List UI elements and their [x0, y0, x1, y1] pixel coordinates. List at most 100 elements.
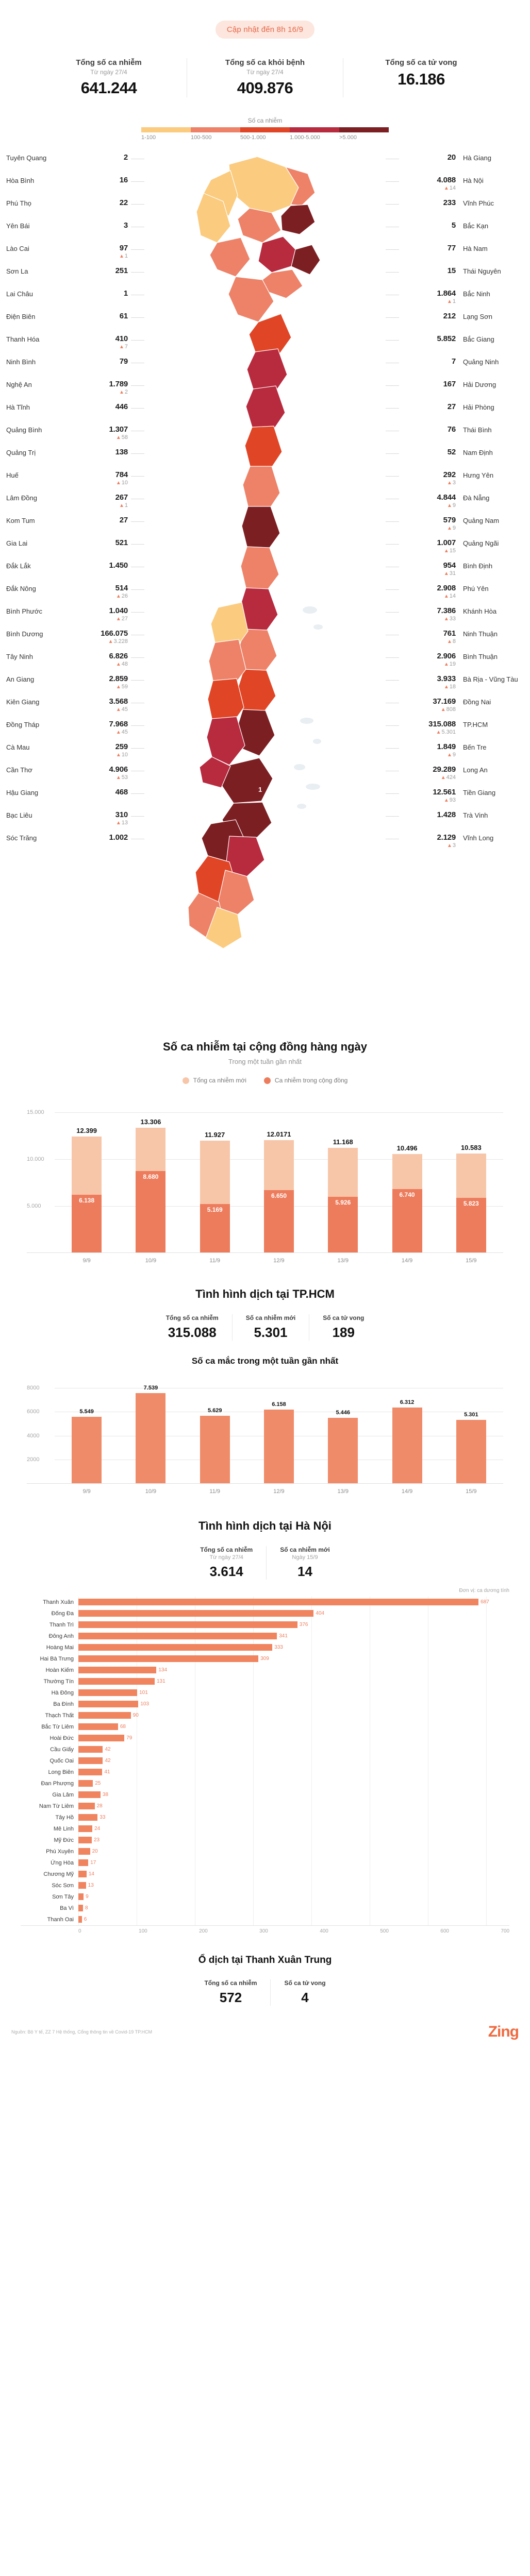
province-row[interactable]: Hòa Bình 16: [6, 176, 144, 198]
province-row[interactable]: Kiên Giang 3.568 ▲45: [6, 697, 144, 720]
district-row[interactable]: Mỹ Đức 23: [21, 1835, 509, 1846]
district-row[interactable]: Ba Vì 8: [21, 1903, 509, 1914]
province-row[interactable]: Quảng Ngãi 1.007 ▲15: [386, 538, 524, 561]
bar-slot[interactable]: 6.158: [263, 1381, 294, 1483]
province-row[interactable]: Hà Tĩnh 446: [6, 402, 144, 425]
province-row[interactable]: Bắc Ninh 1.864 ▲1: [386, 289, 524, 312]
province-row[interactable]: An Giang 2.859 ▲59: [6, 674, 144, 697]
province-row[interactable]: Đắk Lắk 1.450: [6, 561, 144, 584]
province-row[interactable]: Phú Yên 2.908 ▲14: [386, 584, 524, 606]
district-row[interactable]: Ba Đình 103: [21, 1699, 509, 1710]
province-row[interactable]: Đồng Tháp 7.968 ▲45: [6, 720, 144, 742]
district-row[interactable]: Đông Anh 341: [21, 1631, 509, 1642]
province-row[interactable]: Bạc Liêu 310 ▲13: [6, 810, 144, 833]
province-row[interactable]: Lạng Sơn 212: [386, 312, 524, 334]
bar-slot[interactable]: 5.446: [328, 1381, 358, 1483]
province-row[interactable]: Kom Tum 27: [6, 516, 144, 538]
province-row[interactable]: Hải Phòng 27: [386, 402, 524, 425]
district-row[interactable]: Hoài Đức 79: [21, 1733, 509, 1744]
district-row[interactable]: Cầu Giấy 42: [21, 1744, 509, 1755]
bar-slot[interactable]: 7.539: [136, 1381, 166, 1483]
province-row[interactable]: Lai Châu 1: [6, 289, 144, 312]
district-row[interactable]: Phú Xuyên 20: [21, 1846, 509, 1857]
district-row[interactable]: Thanh Trì 376: [21, 1619, 509, 1631]
province-row[interactable]: Hà Nội 4.088 ▲14: [386, 176, 524, 198]
province-row[interactable]: Điện Biên 61: [6, 312, 144, 334]
province-row[interactable]: Long An 29.289 ▲424: [386, 765, 524, 788]
province-row[interactable]: Gia Lai 521: [6, 538, 144, 561]
district-row[interactable]: Nam Từ Liêm 28: [21, 1801, 509, 1812]
bar-slot[interactable]: 5.549: [72, 1381, 102, 1483]
province-row[interactable]: Cà Mau 259 ▲10: [6, 742, 144, 765]
province-row[interactable]: Lào Cai 97 ▲1: [6, 244, 144, 266]
province-row[interactable]: Quảng Trị 138: [6, 448, 144, 470]
province-row[interactable]: Hải Dương 167: [386, 380, 524, 402]
province-row[interactable]: Sơn La 251: [6, 266, 144, 289]
province-row[interactable]: Quảng Nam 579 ▲9: [386, 516, 524, 538]
district-row[interactable]: Thường Tín 131: [21, 1676, 509, 1687]
province-row[interactable]: Vĩnh Phúc 233: [386, 198, 524, 221]
province-row[interactable]: Tiền Giang 12.561 ▲93: [386, 788, 524, 810]
province-row[interactable]: Bình Định 954 ▲31: [386, 561, 524, 584]
province-row[interactable]: Thái Nguyên 15: [386, 266, 524, 289]
bar-slot[interactable]: 10.583 5.823: [456, 1098, 486, 1252]
province-row[interactable]: Bình Dương 166.075 ▲3.228: [6, 629, 144, 652]
province-row[interactable]: Thái Bình 76: [386, 425, 524, 448]
province-row[interactable]: Lâm Đồng 267 ▲1: [6, 493, 144, 516]
province-row[interactable]: Phú Thọ 22: [6, 198, 144, 221]
district-row[interactable]: Thanh Oai 6: [21, 1914, 509, 1925]
bar-slot[interactable]: 11.168 5.926: [328, 1098, 358, 1252]
province-row[interactable]: Hà Giang 20: [386, 153, 524, 176]
bar-slot[interactable]: 5.301: [456, 1381, 486, 1483]
province-row[interactable]: Trà Vinh 1.428: [386, 810, 524, 833]
province-row[interactable]: Bắc Kạn 5: [386, 221, 524, 244]
province-row[interactable]: TP.HCM 315.088 ▲5.301: [386, 720, 524, 742]
province-row[interactable]: Tây Ninh 6.826 ▲48: [6, 652, 144, 674]
province-row[interactable]: Tuyên Quang 2: [6, 153, 144, 176]
district-row[interactable]: Đan Phượng 25: [21, 1778, 509, 1789]
district-row[interactable]: Thanh Xuân 687: [21, 1597, 509, 1608]
province-row[interactable]: Bắc Giang 5.852: [386, 334, 524, 357]
district-row[interactable]: Sóc Sơn 13: [21, 1880, 509, 1891]
bar-slot[interactable]: 13.306 8.680: [136, 1098, 166, 1252]
province-row[interactable]: Quảng Ninh 7: [386, 357, 524, 380]
province-row[interactable]: Nam Định 52: [386, 448, 524, 470]
district-row[interactable]: Mê Linh 24: [21, 1823, 509, 1835]
district-row[interactable]: Bắc Từ Liêm 68: [21, 1721, 509, 1733]
district-row[interactable]: Hai Bà Trưng 309: [21, 1653, 509, 1665]
province-row[interactable]: Bình Thuận 2.906 ▲19: [386, 652, 524, 674]
province-row[interactable]: Hậu Giang 468: [6, 788, 144, 810]
province-row[interactable]: Bến Tre 1.849 ▲9: [386, 742, 524, 765]
district-row[interactable]: Ứng Hòa 17: [21, 1857, 509, 1869]
province-row[interactable]: Hà Nam 77: [386, 244, 524, 266]
province-row[interactable]: Khánh Hòa 7.386 ▲33: [386, 606, 524, 629]
district-row[interactable]: Sơn Tây 9: [21, 1891, 509, 1903]
district-row[interactable]: Tây Hồ 33: [21, 1812, 509, 1823]
province-row[interactable]: Sóc Trăng 1.002: [6, 833, 144, 856]
bar-slot[interactable]: 11.927 5.169: [200, 1098, 230, 1252]
district-row[interactable]: Chương Mỹ 14: [21, 1869, 509, 1880]
province-row[interactable]: Bà Rịa - Vũng Tàu 3.933 ▲18: [386, 674, 524, 697]
district-row[interactable]: Hoàng Mai 333: [21, 1642, 509, 1653]
province-row[interactable]: Vĩnh Long 2.129 ▲3: [386, 833, 524, 856]
district-row[interactable]: Long Biên 41: [21, 1767, 509, 1778]
province-row[interactable]: Đà Nẵng 4.844 ▲9: [386, 493, 524, 516]
province-row[interactable]: Đồng Nai 37.169 ▲808: [386, 697, 524, 720]
province-row[interactable]: Yên Bái 3: [6, 221, 144, 244]
province-row[interactable]: Ninh Thuận 761 ▲8: [386, 629, 524, 652]
province-row[interactable]: Thanh Hóa 410 ▲7: [6, 334, 144, 357]
province-row[interactable]: Huế 784 ▲10: [6, 470, 144, 493]
district-row[interactable]: Hà Đông 101: [21, 1687, 509, 1699]
district-row[interactable]: Hoàn Kiếm 134: [21, 1665, 509, 1676]
province-row[interactable]: Quảng Bình 1.307 ▲58: [6, 425, 144, 448]
district-row[interactable]: Quốc Oai 42: [21, 1755, 509, 1767]
bar-slot[interactable]: 12.0171 6.650: [263, 1098, 294, 1252]
province-row[interactable]: Đắk Nông 514 ▲26: [6, 584, 144, 606]
bar-slot[interactable]: 5.629: [200, 1381, 230, 1483]
province-row[interactable]: Cần Thơ 4.906 ▲53: [6, 765, 144, 788]
province-row[interactable]: Ninh Bình 79: [6, 357, 144, 380]
bar-slot[interactable]: 12.399 6.138: [72, 1098, 102, 1252]
province-row[interactable]: Bình Phước 1.040 ▲27: [6, 606, 144, 629]
district-row[interactable]: Thạch Thất 90: [21, 1710, 509, 1721]
district-row[interactable]: Đống Đa 404: [21, 1608, 509, 1619]
